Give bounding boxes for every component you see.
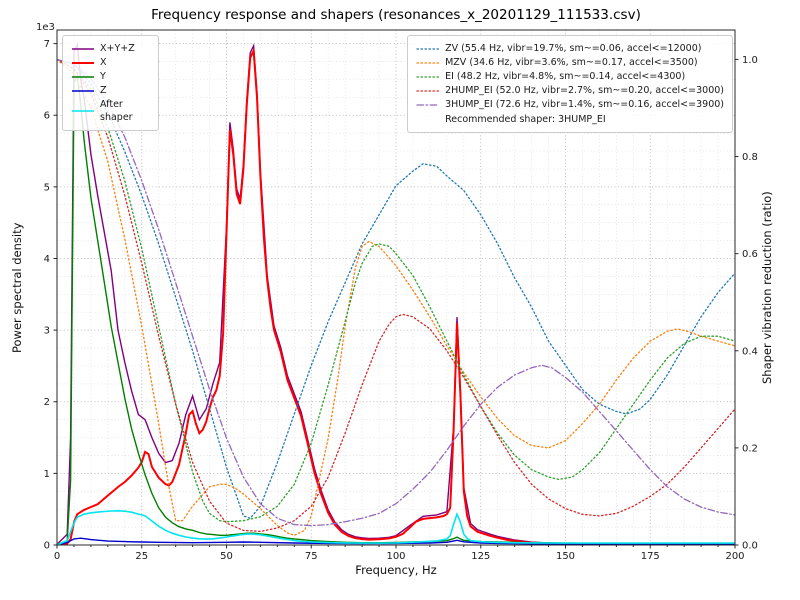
svg-text:2: 2 — [44, 397, 50, 408]
series-Y — [57, 73, 735, 545]
legend-line-sample — [416, 75, 440, 78]
legend-item-EI: EI (48.2 Hz, vibr=4.8%, sm~=0.14, accel<… — [416, 70, 724, 83]
series-ZV — [57, 58, 735, 520]
shaper-legend: ZV (55.4 Hz, vibr=19.7%, sm~=0.06, accel… — [407, 35, 733, 133]
legend-item-X+Y+Z: X+Y+Z — [71, 42, 150, 55]
svg-text:200: 200 — [725, 551, 744, 562]
legend-item-After-shaper: After shaper — [71, 98, 150, 124]
axis-ticks — [53, 43, 739, 549]
legend-label: EI (48.2 Hz, vibr=4.8%, sm~=0.14, accel<… — [445, 71, 686, 82]
legend-line-sample — [72, 47, 94, 50]
svg-text:25: 25 — [135, 551, 148, 562]
psd-legend-items: X+Y+Z X Y Z After shaper — [71, 42, 150, 124]
legend-label: X+Y+Z — [100, 43, 135, 54]
legend-line-sample — [72, 75, 94, 78]
legend-item-MZV: MZV (34.6 Hz, vibr=3.6%, sm~=0.17, accel… — [416, 56, 724, 69]
series-3HUMP_EI — [57, 58, 735, 527]
series-MZV — [57, 58, 735, 537]
svg-text:0: 0 — [54, 551, 60, 562]
svg-text:50: 50 — [220, 551, 233, 562]
svg-text:175: 175 — [641, 551, 660, 562]
shaper-legend-items: ZV (55.4 Hz, vibr=19.7%, sm~=0.06, accel… — [416, 42, 724, 111]
legend-item-X: X — [71, 56, 150, 69]
svg-text:1.0: 1.0 — [742, 55, 758, 66]
y-axis-label-left: Power spectral density — [10, 222, 24, 353]
svg-text:7: 7 — [44, 39, 50, 50]
legend-line-sample — [72, 89, 94, 92]
svg-text:100: 100 — [386, 551, 405, 562]
legend-label: Z — [100, 85, 107, 96]
y-axis-label-right: Shaper vibration reduction (ratio) — [760, 191, 774, 384]
legend-item-2HUMP_EI: 2HUMP_EI (52.0 Hz, vibr=2.7%, sm~=0.20, … — [416, 84, 724, 97]
legend-line-sample — [416, 89, 440, 92]
legend-label: 3HUMP_EI (72.6 Hz, vibr=1.4%, sm~=0.16, … — [445, 99, 724, 110]
legend-label: ZV (55.4 Hz, vibr=19.7%, sm~=0.06, accel… — [445, 43, 702, 54]
legend-label: Y — [100, 71, 106, 82]
svg-text:4: 4 — [44, 254, 50, 265]
series-X — [57, 46, 735, 545]
legend-item-ZV: ZV (55.4 Hz, vibr=19.7%, sm~=0.06, accel… — [416, 42, 724, 55]
recommended-shaper-text: Recommended shaper: 3HUMP_EI — [445, 114, 606, 125]
legend-line-sample — [416, 47, 440, 50]
svg-text:5: 5 — [44, 182, 50, 193]
series-2HUMP_EI — [57, 58, 735, 533]
svg-text:0.2: 0.2 — [742, 443, 758, 454]
svg-text:6: 6 — [44, 111, 50, 122]
svg-text:0: 0 — [44, 541, 50, 552]
x-axis-label: Frequency, Hz — [355, 563, 437, 577]
legend-line-sample — [72, 110, 94, 112]
series-EI — [57, 58, 735, 523]
y-axis-offset-label: 1e3 — [36, 22, 55, 33]
legend-item-3HUMP_EI: 3HUMP_EI (72.6 Hz, vibr=1.4%, sm~=0.16, … — [416, 98, 724, 111]
svg-text:0.8: 0.8 — [742, 152, 758, 163]
tick-labels: 0 25 50 75 100 125 150 175 200 0 1 2 3 4 5 6 7 0.0 0.2 0.4 0… — [44, 39, 758, 562]
legend-label: After shaper — [100, 99, 133, 123]
svg-text:1: 1 — [44, 469, 50, 480]
legend-line-sample — [416, 103, 440, 106]
recommended-shaper-note: Recommended shaper: 3HUMP_EI — [416, 113, 724, 126]
svg-text:75: 75 — [305, 551, 318, 562]
svg-text:0.0: 0.0 — [742, 541, 758, 552]
svg-text:125: 125 — [471, 551, 490, 562]
legend-line-sample — [72, 61, 94, 64]
legend-label: MZV (34.6 Hz, vibr=3.6%, sm~=0.17, accel… — [445, 57, 698, 68]
series-Z — [57, 537, 735, 545]
svg-text:150: 150 — [556, 551, 575, 562]
svg-text:0.4: 0.4 — [742, 346, 758, 357]
series-After-shaper — [57, 509, 735, 545]
svg-text:3: 3 — [44, 326, 50, 337]
series-curves — [57, 42, 735, 545]
svg-text:0.6: 0.6 — [742, 249, 758, 260]
legend-label: 2HUMP_EI (52.0 Hz, vibr=2.7%, sm~=0.20, … — [445, 85, 724, 96]
legend-label: X — [100, 57, 107, 68]
legend-item-Z: Z — [71, 84, 150, 97]
chart-title: Frequency response and shapers (resonanc… — [151, 7, 641, 23]
legend-line-sample — [416, 61, 440, 64]
legend-item-Y: Y — [71, 70, 150, 83]
psd-legend: X+Y+Z X Y Z After shaper — [62, 35, 159, 131]
